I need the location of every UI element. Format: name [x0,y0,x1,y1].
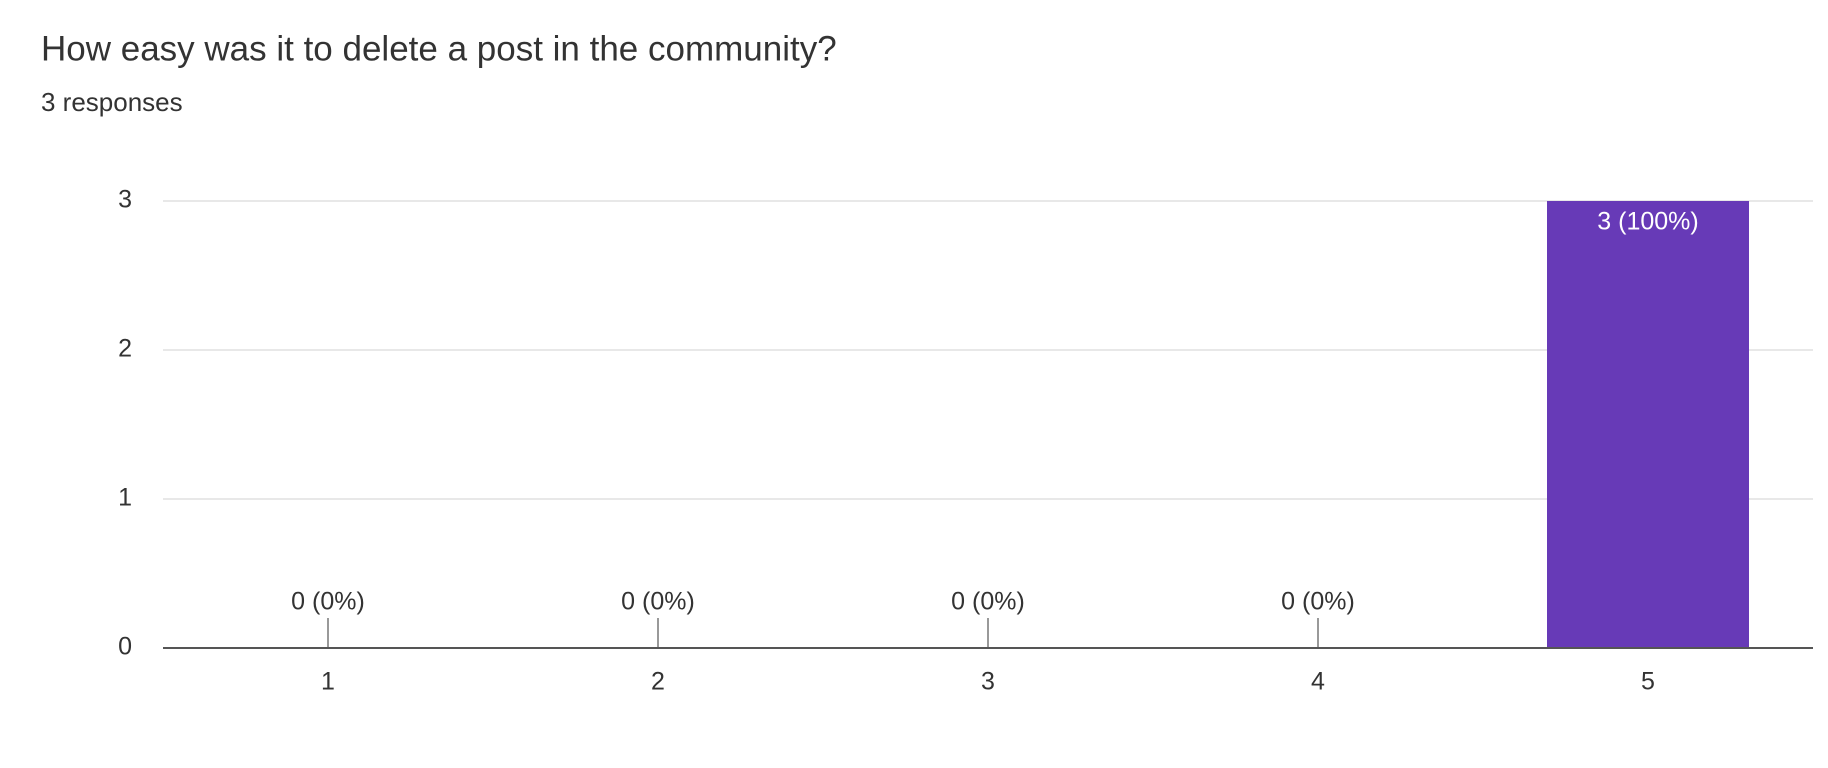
bar [1547,201,1749,648]
data-label: 3 (100%) [1597,208,1698,236]
data-label: 0 (0%) [621,588,695,616]
x-tick-label: 4 [1311,668,1325,696]
x-tick-label: 5 [1641,668,1655,696]
chart-subtitle: 3 responses [41,87,183,117]
y-tick-label: 3 [118,186,132,214]
x-tick-label: 1 [321,668,335,696]
y-tick-label: 2 [118,335,132,363]
data-label: 0 (0%) [1281,588,1355,616]
y-tick-label: 0 [118,633,132,661]
x-tick-label: 3 [981,668,995,696]
chart-title: How easy was it to delete a post in the … [41,29,837,68]
x-tick-label: 2 [651,668,665,696]
data-label: 0 (0%) [291,588,365,616]
data-label: 0 (0%) [951,588,1025,616]
y-tick-label: 1 [118,484,132,512]
